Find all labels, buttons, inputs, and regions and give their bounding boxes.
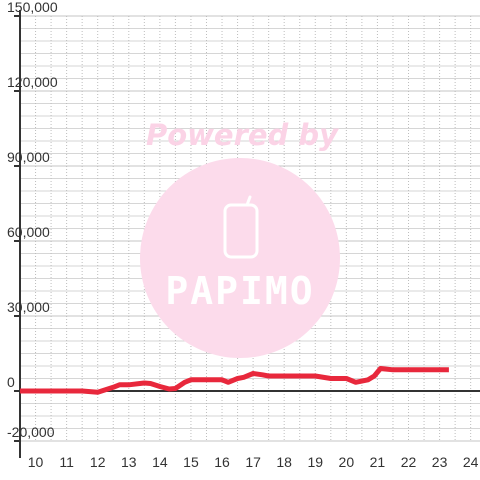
x-tick-label: 21: [370, 454, 386, 470]
y-tick-label: -20,000: [7, 424, 55, 440]
x-tick-label: 12: [90, 454, 106, 470]
x-tick-label: 17: [245, 454, 261, 470]
y-tick-label: 60,000: [7, 224, 50, 240]
x-tick-label: 14: [152, 454, 168, 470]
x-tick-labels: 10 11 12 13 14 15 16 17 18 19 20 21 22 23 24: [28, 454, 479, 470]
x-tick-label: 19: [307, 454, 323, 470]
watermark-brand: PAPIMO: [165, 269, 314, 313]
x-tick-label: 13: [121, 454, 137, 470]
y-tick-label: 30,000: [7, 299, 50, 315]
y-tick-label: 120,000: [7, 74, 58, 90]
x-tick-label: 16: [214, 454, 230, 470]
phone-antenna-icon: [245, 195, 252, 207]
phone-icon: [223, 203, 259, 259]
x-tick-label: 24: [463, 454, 479, 470]
watermark-powered-by: Powered by: [146, 118, 339, 152]
y-tick-label: 90,000: [7, 149, 50, 165]
x-tick-label: 23: [432, 454, 448, 470]
x-tick-label: 18: [276, 454, 292, 470]
x-tick-label: 20: [339, 454, 355, 470]
series-layer: [20, 366, 449, 395]
papimo-watermark: Powered by PAPIMO: [140, 118, 340, 358]
x-tick-label: 22: [401, 454, 417, 470]
x-tick-label: 15: [183, 454, 199, 470]
x-tick-label: 11: [59, 454, 74, 470]
x-tick-label: 10: [28, 454, 44, 470]
series-line: [20, 366, 449, 395]
y-tick-label: 0: [7, 374, 15, 390]
y-tick-label: 150,000: [7, 0, 58, 15]
y-tick-labels: -20,000 0 30,000 60,000 90,000 120,000 150,000: [7, 0, 58, 440]
